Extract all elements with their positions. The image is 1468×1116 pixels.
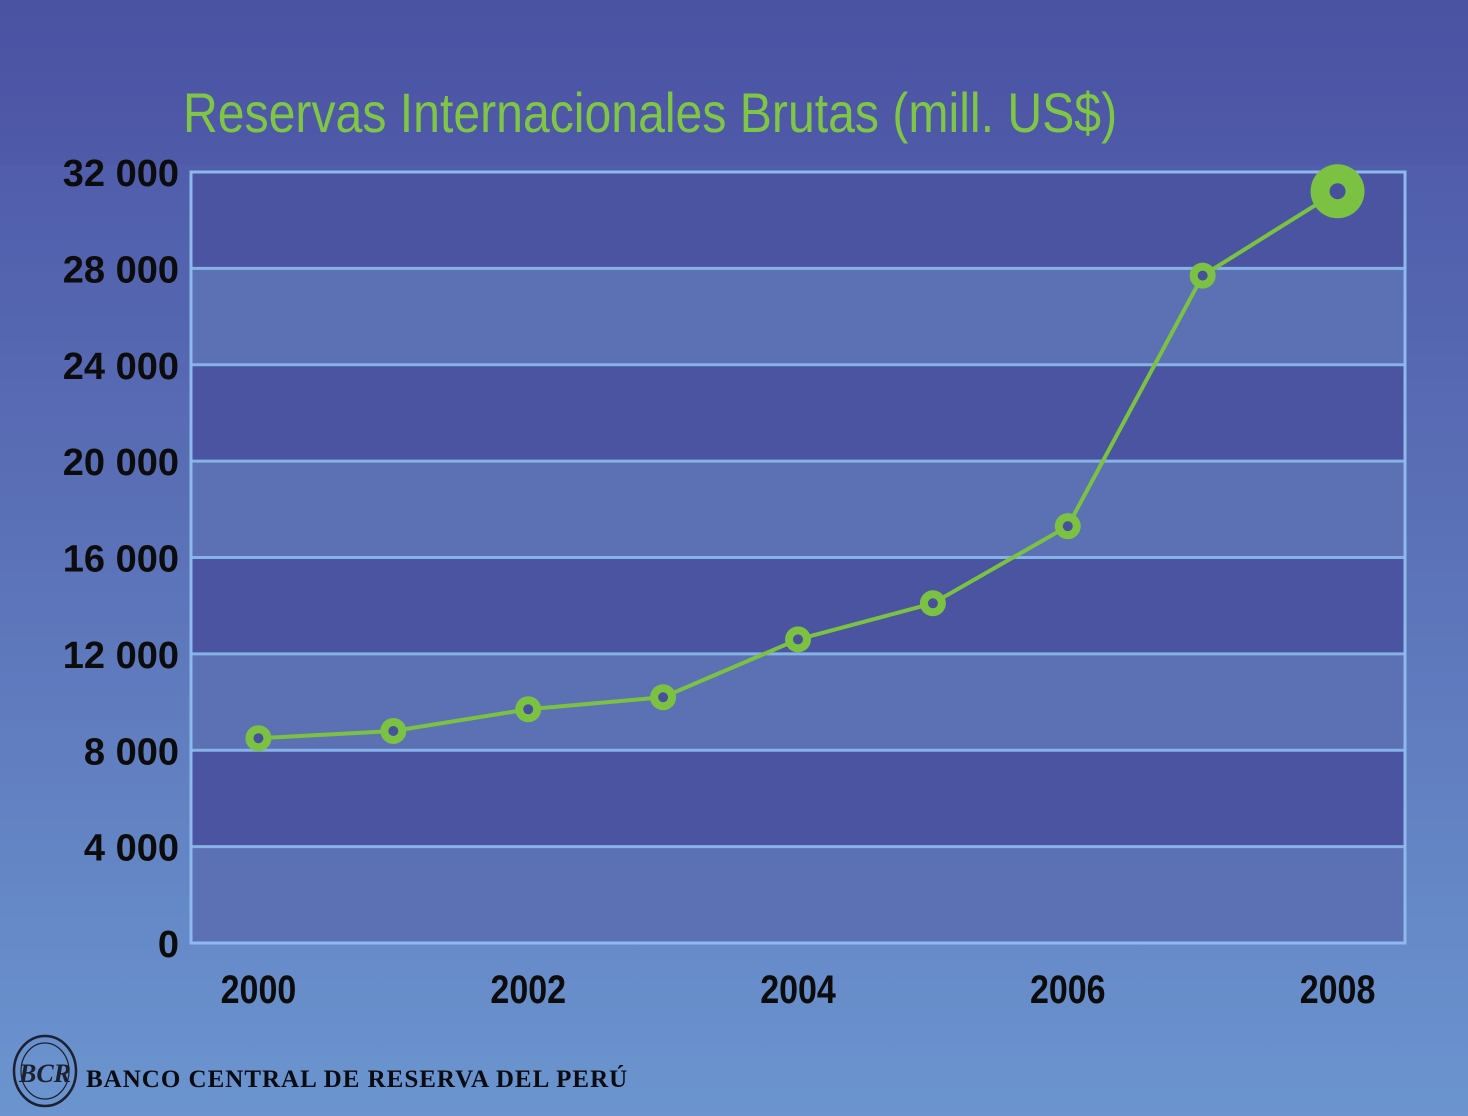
data-point-center	[927, 598, 938, 609]
plot-frame	[189, 170, 1407, 945]
data-point-center	[388, 725, 399, 736]
data-point	[245, 725, 272, 752]
y-tick-label: 16 000	[63, 539, 179, 581]
y-axis-ticks: 0 4 000 8 000 12 000 16 000 20 000 24 000 28 00…	[63, 153, 179, 966]
footer: BCR BANCO CENTRAL DE RESERVA DEL PERÚ	[8, 1030, 768, 1110]
plot-band	[191, 268, 1405, 365]
x-tick-label: 2000	[221, 966, 297, 1011]
x-tick-label: 2008	[1300, 966, 1376, 1011]
data-point	[1189, 262, 1216, 289]
data-points	[245, 164, 1365, 752]
x-tick-label: 2002	[490, 966, 566, 1011]
y-tick-label: 20 000	[63, 442, 179, 484]
data-point-center	[1329, 183, 1346, 200]
bank-seal-logo: BCR	[12, 1034, 78, 1108]
x-axis-ticks: 2000 2002 2004 2006 2008	[221, 966, 1376, 1011]
data-point	[650, 684, 677, 711]
data-point	[1310, 164, 1365, 219]
plot-band	[191, 364, 1405, 462]
data-point-center	[523, 704, 534, 715]
plot-band	[191, 172, 1405, 269]
data-point	[380, 717, 407, 744]
data-point-center	[658, 692, 669, 703]
y-tick-label: 0	[158, 924, 179, 966]
data-point	[785, 626, 811, 653]
plot-band	[191, 461, 1405, 558]
y-tick-label: 4 000	[84, 828, 179, 870]
data-point-center	[1062, 521, 1073, 532]
data-point-center	[793, 634, 803, 645]
x-tick-label: 2006	[1030, 966, 1106, 1011]
data-point	[515, 696, 542, 723]
plot-band	[191, 750, 1405, 847]
plot-band	[191, 846, 1405, 943]
y-tick-label: 8 000	[84, 731, 179, 773]
x-tick-label: 2004	[760, 966, 836, 1011]
y-tick-label: 32 000	[63, 153, 179, 195]
y-tick-label: 28 000	[63, 249, 179, 291]
title-band	[0, 0, 1468, 165]
data-point	[919, 590, 946, 617]
data-point-center	[1197, 270, 1208, 281]
svg-text:BCR: BCR	[18, 1059, 71, 1088]
y-tick-label: 12 000	[63, 635, 179, 677]
y-tick-label: 24 000	[63, 346, 179, 388]
plot-bands	[191, 172, 1405, 943]
chart-title: Reservas Internacionales Brutas (mill. U…	[183, 81, 1118, 144]
plot-band	[191, 653, 1405, 751]
data-point-center	[253, 733, 264, 744]
data-point	[1054, 513, 1081, 540]
bank-name: BANCO CENTRAL DE RESERVA DEL PERÚ	[86, 1066, 629, 1093]
